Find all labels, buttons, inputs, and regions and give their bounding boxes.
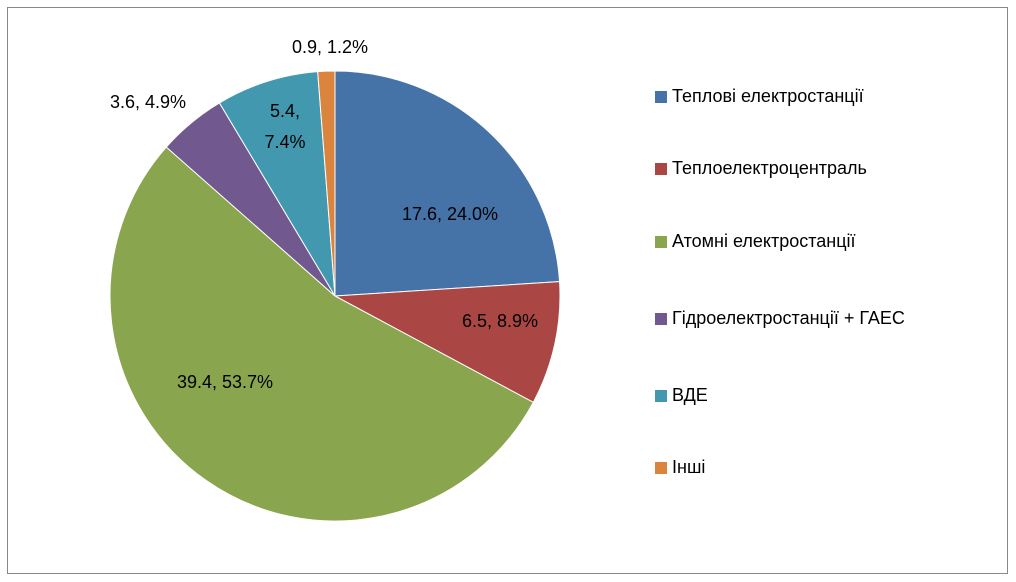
legend-label: Гідроелектростанції + ГАЕС bbox=[672, 308, 905, 328]
legend-label: Інші bbox=[672, 457, 705, 477]
legend-swatch bbox=[655, 91, 667, 103]
pie-slice bbox=[218, 71, 336, 297]
data-label: 3.6, 4.9% bbox=[110, 92, 186, 112]
legend-swatch bbox=[655, 163, 667, 175]
legend-label: Атомні електростанції bbox=[672, 231, 856, 251]
data-label: 39.4, 53.7% bbox=[177, 372, 273, 392]
legend-label: Теплові електростанції bbox=[672, 86, 864, 106]
pie-slice bbox=[333, 281, 561, 404]
legend-swatch bbox=[655, 236, 667, 248]
legend-swatch bbox=[655, 390, 667, 402]
legend-label: ВДЕ bbox=[672, 385, 708, 405]
pie-slice bbox=[317, 70, 336, 297]
data-label: 0.9, 1.2% bbox=[292, 37, 368, 57]
legend-swatch bbox=[655, 462, 667, 474]
pie-slice bbox=[109, 146, 534, 522]
data-label: 6.5, 8.9% bbox=[462, 311, 538, 331]
data-label: 5.4, 7.4% bbox=[264, 101, 305, 152]
legend-label: Теплоелектроцентраль bbox=[672, 158, 867, 178]
data-label: 17.6, 24.0% bbox=[402, 204, 498, 224]
legend-swatch bbox=[655, 313, 667, 325]
pie-slice bbox=[334, 70, 561, 297]
